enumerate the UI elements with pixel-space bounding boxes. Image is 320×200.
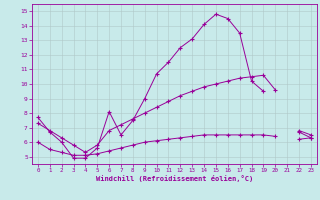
X-axis label: Windchill (Refroidissement éolien,°C): Windchill (Refroidissement éolien,°C) <box>96 175 253 182</box>
